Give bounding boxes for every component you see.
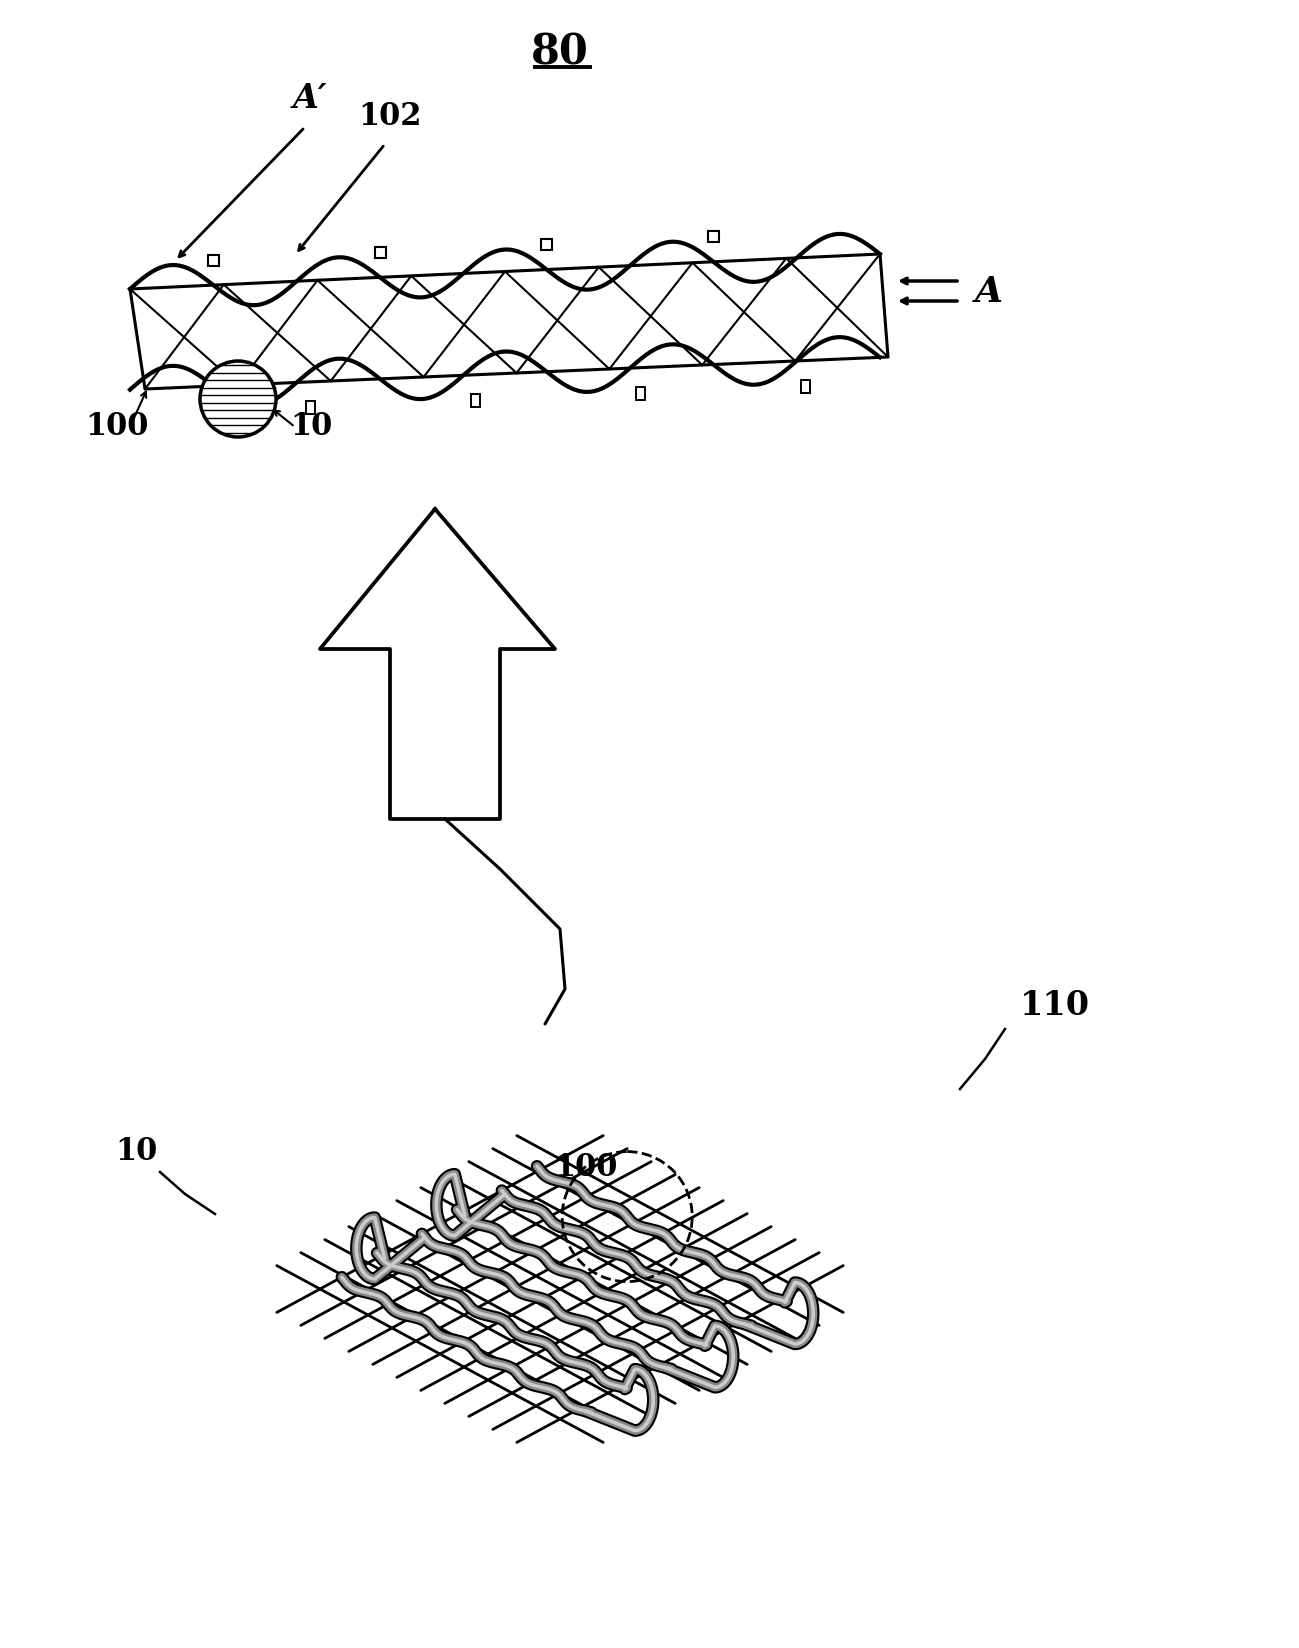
Text: 102: 102 bbox=[359, 101, 422, 132]
Text: 100: 100 bbox=[84, 410, 148, 442]
Text: 110: 110 bbox=[1020, 989, 1090, 1022]
Circle shape bbox=[200, 363, 275, 438]
Polygon shape bbox=[130, 255, 889, 391]
Bar bbox=[542, 241, 552, 250]
Text: 10: 10 bbox=[116, 1135, 157, 1167]
Bar bbox=[635, 387, 644, 400]
Bar bbox=[801, 381, 811, 394]
Bar bbox=[470, 396, 479, 407]
Text: A′: A′ bbox=[292, 82, 327, 115]
Bar bbox=[374, 247, 386, 259]
Text: 100: 100 bbox=[553, 1150, 617, 1182]
Text: 80: 80 bbox=[531, 31, 588, 73]
Bar bbox=[305, 402, 314, 415]
Polygon shape bbox=[320, 509, 555, 819]
Bar bbox=[708, 232, 718, 244]
Bar bbox=[208, 255, 218, 267]
Text: A: A bbox=[976, 275, 1003, 308]
Text: 10: 10 bbox=[290, 410, 333, 442]
